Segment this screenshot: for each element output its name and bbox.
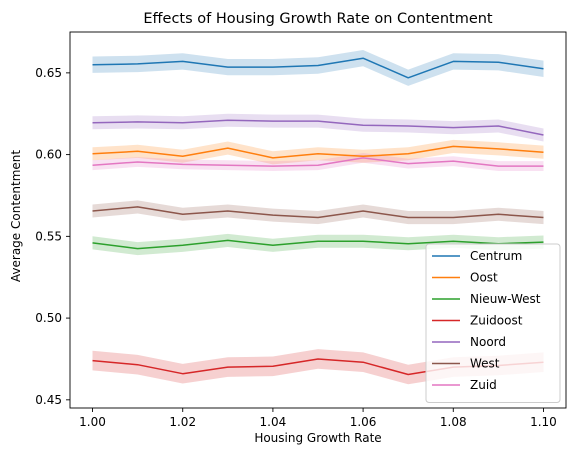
legend-label-noord: Noord (470, 335, 506, 349)
y-tick-label: 0.45 (35, 393, 62, 407)
y-tick-label: 0.60 (35, 148, 62, 162)
x-tick-label: 1.10 (530, 415, 557, 429)
series-line-nieuw-west (92, 239, 544, 250)
series-line-noord (92, 119, 544, 136)
series-line-centrum (92, 57, 544, 79)
y-tick-label: 0.65 (35, 66, 62, 80)
series-line-west (92, 206, 544, 219)
legend-label-west: West (470, 357, 500, 371)
legend-label-zuid: Zuid (470, 378, 497, 392)
y-tick-label: 0.50 (35, 311, 62, 325)
legend-label-zuidoost: Zuidoost (470, 314, 523, 328)
confidence-band-nieuw-west (92, 233, 544, 256)
confidence-band-zuid (92, 153, 544, 171)
legend-label-nieuw-west: Nieuw-West (470, 292, 541, 306)
legend: Centrum Oost Nieuw-West Zuidoost Noord West Zu… (425, 243, 561, 403)
confidence-band-noord (92, 113, 544, 142)
x-axis-ticks: 1.00 1.02 1.04 1.06 1.08 1.10 (79, 408, 557, 429)
y-tick-label: 0.55 (35, 229, 62, 243)
x-tick-label: 1.08 (440, 415, 467, 429)
x-tick-label: 1.00 (79, 415, 106, 429)
x-axis-label: Housing Growth Rate (254, 431, 381, 445)
plot-area-frame (69, 31, 567, 409)
confidence-band-west (92, 200, 544, 225)
x-tick-label: 1.06 (350, 415, 377, 429)
confidence-band-centrum (92, 50, 544, 86)
series-line-zuid (92, 157, 544, 167)
chart-title: Effects of Housing Growth Rate on Conten… (143, 11, 493, 27)
x-tick-label: 1.04 (260, 415, 287, 429)
series-lines (92, 57, 544, 376)
y-axis-ticks: 0.45 0.50 0.55 0.60 0.65 (35, 66, 70, 407)
x-tick-label: 1.02 (169, 415, 196, 429)
confidence-band-oost (92, 139, 544, 165)
y-axis-label: Average Contentment (9, 150, 23, 282)
series-line-oost (92, 145, 544, 159)
legend-label-centrum: Centrum (470, 249, 522, 263)
legend-label-oost: Oost (470, 271, 498, 285)
